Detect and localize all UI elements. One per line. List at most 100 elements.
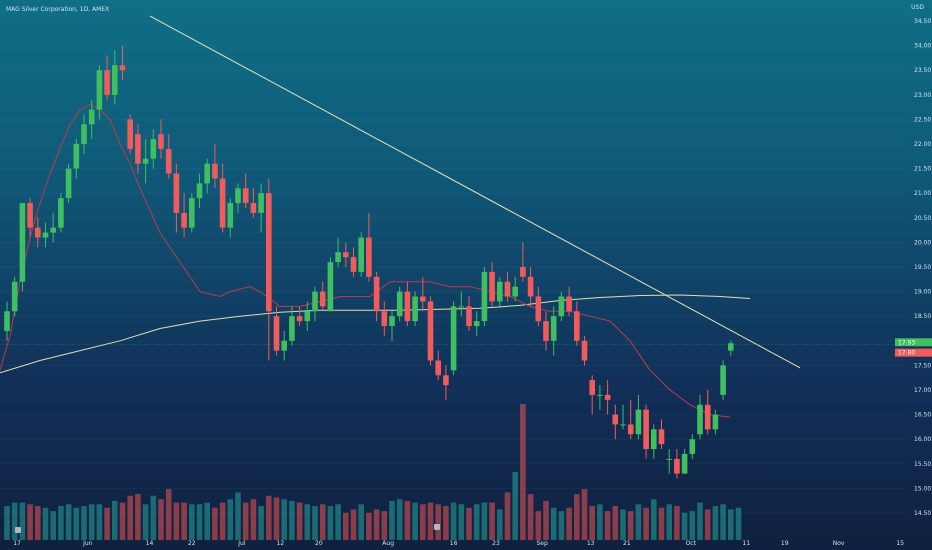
candle	[273, 306, 280, 356]
candle-body	[296, 316, 303, 322]
y-tick-label: 17.00	[914, 387, 931, 394]
candle	[427, 296, 434, 366]
candle-body	[27, 203, 33, 228]
volume-bar	[343, 512, 349, 540]
candle-body	[335, 252, 341, 263]
x-tick-label: 17	[13, 540, 21, 547]
candle	[597, 385, 603, 410]
volume-bar	[88, 504, 95, 540]
volume-bar	[327, 506, 334, 540]
candle-body	[396, 291, 403, 317]
exchange-label: AMEX	[92, 6, 110, 13]
candle-body	[88, 109, 95, 125]
candle	[558, 291, 565, 322]
y-tick-label: 15.00	[914, 485, 931, 492]
candle-body	[581, 340, 588, 361]
candle-body	[281, 340, 287, 351]
volume-bar	[58, 506, 64, 540]
volume-bar	[19, 502, 26, 540]
candle-body	[42, 232, 49, 238]
y-tick-label: 21.00	[914, 190, 931, 197]
candle-body	[720, 365, 726, 395]
y-tick-label: 20.00	[914, 239, 931, 246]
volume-bar	[112, 500, 118, 540]
candle-body	[173, 173, 180, 213]
candle-body	[527, 276, 534, 297]
candle	[104, 55, 110, 100]
candle	[335, 237, 341, 267]
candle	[450, 301, 457, 376]
candle	[589, 375, 595, 415]
x-tick-label: Aug	[382, 540, 394, 547]
candle	[728, 340, 734, 356]
sma-fast-line	[0, 104, 731, 418]
volume-bar	[404, 500, 411, 540]
volume-bar	[158, 499, 164, 540]
x-tick-label: 11	[742, 540, 750, 547]
candle	[635, 394, 642, 440]
candle	[566, 286, 572, 317]
x-tick-label: 22	[188, 540, 196, 547]
candle	[150, 129, 157, 169]
candle-body	[427, 301, 434, 361]
volume-bar	[697, 502, 703, 540]
volume-bar	[504, 492, 511, 540]
candle-body	[458, 306, 465, 308]
candle-body	[497, 281, 503, 302]
candle-body	[389, 316, 395, 327]
candle	[689, 434, 696, 459]
candle-body	[196, 183, 203, 199]
candle	[65, 163, 72, 204]
price-badges: 17.93 17.80	[895, 338, 932, 357]
candle	[289, 306, 295, 346]
volume-bar	[620, 509, 626, 540]
volume-bar	[335, 504, 341, 540]
volume-bar	[520, 404, 526, 540]
candle-body	[635, 409, 642, 435]
y-tick-label: 22.00	[914, 141, 931, 148]
candle-body	[304, 311, 311, 322]
candle	[173, 163, 180, 233]
candle	[712, 409, 719, 435]
candle	[266, 178, 272, 361]
candle	[296, 306, 303, 327]
candle-body	[520, 267, 526, 277]
candle-body	[219, 178, 226, 228]
volume-bar	[65, 504, 72, 540]
candle-body	[73, 144, 80, 169]
volume-bar	[427, 502, 434, 540]
candle-body	[489, 271, 495, 302]
candle-body	[189, 198, 195, 228]
candle	[281, 330, 287, 361]
candle	[27, 198, 33, 238]
candle-body	[312, 291, 318, 312]
candle-body	[358, 237, 364, 272]
candle-body	[19, 203, 26, 282]
candle	[73, 139, 80, 179]
candle	[697, 394, 703, 440]
volume-bar	[681, 512, 688, 540]
volume-bar	[104, 507, 110, 540]
volume-bar	[612, 506, 619, 540]
candle	[4, 301, 10, 341]
x-tick-label: Jul	[237, 540, 246, 547]
candle-body	[11, 281, 18, 312]
candle	[681, 449, 688, 474]
candle	[389, 311, 395, 341]
candle	[574, 301, 580, 346]
candle	[235, 183, 241, 213]
volume-bar	[420, 504, 426, 540]
volume-bar	[651, 499, 657, 540]
volume-bar	[735, 507, 742, 540]
candle-body	[689, 439, 696, 454]
volume-bar	[512, 472, 518, 540]
candle-body	[435, 360, 441, 376]
y-tick-label: 21.50	[914, 166, 931, 173]
candle-body	[473, 321, 480, 327]
volume-bar	[27, 504, 33, 540]
candle	[435, 350, 441, 381]
candle	[604, 380, 611, 415]
volume-bar	[350, 509, 357, 540]
